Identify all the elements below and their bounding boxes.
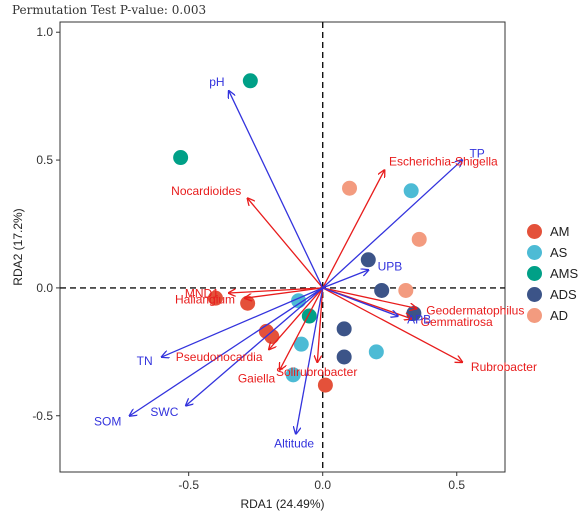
taxon-arrow <box>229 287 323 293</box>
legend-item-ads: ADS <box>527 284 578 305</box>
legend-item-ams: AMS <box>527 263 578 284</box>
legend-swatch <box>527 245 542 260</box>
y-tick-label: 1.0 <box>36 25 53 39</box>
taxon-label: Gemmatirosa <box>421 315 493 329</box>
legend-label: AD <box>550 308 569 323</box>
env-label: APB <box>407 313 431 327</box>
env-arrow <box>322 270 369 289</box>
x-tick-label: -0.5 <box>178 478 199 492</box>
taxon-arrow <box>322 170 385 289</box>
taxon-arrow <box>280 287 324 370</box>
point-ads <box>360 252 376 268</box>
env-arrow <box>296 287 324 434</box>
taxon-label: MND1 <box>185 287 219 301</box>
legend-item-am: AM <box>527 221 578 242</box>
point-as <box>293 336 309 352</box>
legend-label: ADS <box>550 287 577 302</box>
point-as <box>403 183 419 199</box>
env-arrow <box>229 91 324 289</box>
env-arrow <box>322 287 398 316</box>
x-tick-label: 0.5 <box>448 478 465 492</box>
taxon-label: Escherichia-Shigella <box>389 154 498 168</box>
point-ad <box>398 282 414 298</box>
taxon-label: Rubrobacter <box>471 360 537 374</box>
taxon-label: Gaiella <box>238 372 276 386</box>
point-am <box>317 377 333 393</box>
env-label: Altitude <box>274 436 314 450</box>
legend-swatch <box>527 308 542 323</box>
legend-label: AMS <box>550 266 579 281</box>
env-label: UPB <box>378 259 403 273</box>
plot-panel <box>59 21 506 473</box>
legend-item-as: AS <box>527 242 578 263</box>
taxon-label: Pseudonocardia <box>176 350 263 364</box>
env-arrow <box>186 287 324 406</box>
point-ads <box>336 321 352 337</box>
taxon-arrow <box>322 287 462 362</box>
legend-label: AM <box>550 224 570 239</box>
taxon-label: Nocardioides <box>171 184 241 198</box>
y-tick-label: 0.5 <box>36 153 53 167</box>
legend: AM AS AMS ADS AD <box>527 221 578 326</box>
env-label: SWC <box>150 405 178 419</box>
point-as <box>285 367 301 383</box>
chart-subtitle: Permutation Test P-value: 0.003 <box>12 3 207 17</box>
y-axis-title: RDA2 (17.2%) <box>11 208 25 285</box>
env-label: TN <box>137 354 153 368</box>
taxon-label: Solirubrobacter <box>276 365 357 379</box>
env-label: TP <box>469 146 484 160</box>
taxon-arrow <box>269 287 324 349</box>
point-am <box>207 290 223 306</box>
point-ads <box>374 282 390 298</box>
taxon-arrow <box>245 287 323 298</box>
y-tick-label: 0.0 <box>36 281 53 295</box>
x-tick-label: 0.0 <box>314 478 331 492</box>
point-ams <box>242 73 258 89</box>
env-arrow <box>130 287 324 416</box>
taxon-arrow <box>248 198 324 289</box>
point-as <box>368 344 384 360</box>
env-arrow <box>322 160 462 289</box>
taxon-arrow <box>317 287 324 362</box>
taxon-label: Geodermatophilus <box>426 303 524 317</box>
legend-swatch <box>527 224 542 239</box>
env-label: SOM <box>94 414 121 428</box>
point-ad <box>411 231 427 247</box>
legend-item-ad: AD <box>527 305 578 326</box>
legend-swatch <box>527 266 542 281</box>
taxon-arrow <box>322 287 417 308</box>
legend-label: AS <box>550 245 568 260</box>
env-arrow <box>162 287 323 357</box>
point-am <box>264 328 280 344</box>
legend-swatch <box>527 287 542 302</box>
y-tick-label: -0.5 <box>32 409 53 423</box>
point-ams <box>173 150 189 166</box>
taxon-label: Haliangium <box>175 292 235 306</box>
point-ad <box>342 180 358 196</box>
env-label: pH <box>209 75 224 89</box>
x-axis-title: RDA1 (24.49%) <box>240 497 324 511</box>
point-ams <box>301 308 317 324</box>
point-ads <box>336 349 352 365</box>
